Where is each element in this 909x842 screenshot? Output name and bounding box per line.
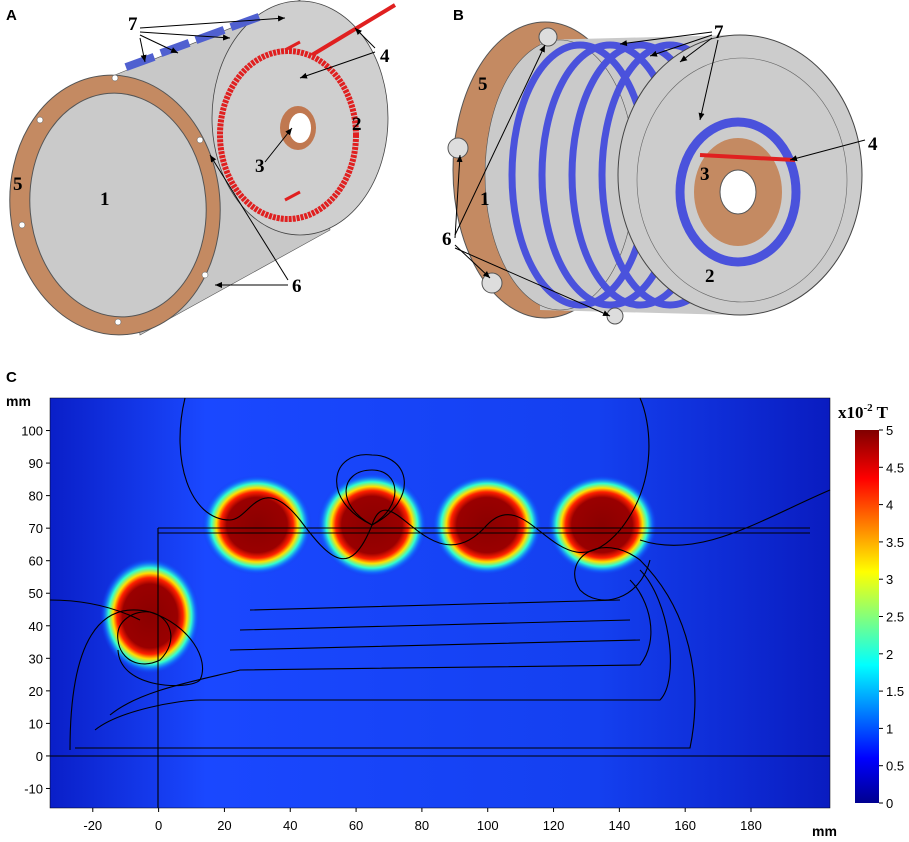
panel-a: A 5 1 2 3 4 6 7 — [6, 0, 397, 336]
x-tick-label: 80 — [415, 818, 429, 833]
y-tick-label: 50 — [29, 586, 43, 601]
panel-label: C — [6, 369, 17, 386]
x-tick-label: 120 — [543, 818, 565, 833]
callout: 7 — [128, 14, 138, 35]
colorbar-tick-label: 4.5 — [886, 460, 904, 475]
callout: 6 — [442, 229, 452, 250]
panel-b: B 5 1 2 3 4 6 7 — [442, 7, 878, 325]
y-tick-label: 60 — [29, 554, 43, 569]
panel-label: A — [6, 7, 17, 24]
callout: 2 — [352, 114, 362, 135]
colorbar-tick-label: 4 — [886, 498, 893, 513]
y-tick-label: 20 — [29, 684, 43, 699]
colorbar-base: x10 — [838, 403, 864, 422]
panel-c: C mm mm x10-2 T — [6, 369, 904, 839]
y-tick-label: 40 — [29, 619, 43, 634]
callout: 3 — [255, 156, 265, 177]
y-unit: mm — [6, 393, 31, 409]
y-tick-label: 90 — [29, 456, 43, 471]
colorbar-tick-label: 2.5 — [886, 610, 904, 625]
y-tick-label: -10 — [24, 781, 43, 796]
x-tick-label: 40 — [283, 818, 297, 833]
callout: 1 — [480, 189, 490, 210]
colorbar-tick-label: 3.5 — [886, 535, 904, 550]
x-unit: mm — [812, 823, 837, 839]
colorbar-tick-label: 0 — [886, 796, 893, 811]
callout: 6 — [292, 276, 302, 297]
field-lines — [49, 397, 831, 808]
y-tick-label: 10 — [29, 716, 43, 731]
y-tick-label: 30 — [29, 651, 43, 666]
colorbar-tick-label: 2 — [886, 647, 893, 662]
colorbar-tick-label: 1.5 — [886, 684, 904, 699]
x-tick-label: 60 — [349, 818, 363, 833]
callout: 4 — [868, 134, 878, 155]
colorbar-exponent: -2 — [864, 402, 874, 414]
x-tick-label: 100 — [477, 818, 499, 833]
y-tick-label: 80 — [29, 489, 43, 504]
callout: 5 — [478, 74, 488, 95]
callout: 2 — [705, 266, 715, 287]
x-tick-label: 140 — [609, 818, 631, 833]
colorbar-tick-label: 0.5 — [886, 759, 904, 774]
colorbar — [855, 430, 879, 803]
colorbar-tick-label: 5 — [886, 423, 893, 438]
plot-frame — [49, 397, 831, 809]
panel-label: B — [453, 7, 464, 24]
x-tick-label: 160 — [674, 818, 696, 833]
x-tick-label: 0 — [155, 818, 162, 833]
y-tick-label: 100 — [21, 424, 43, 439]
colorbar-tick-label: 1 — [886, 721, 893, 736]
callout: 5 — [13, 174, 23, 195]
callout: 1 — [100, 189, 110, 210]
y-tick-label: 70 — [29, 521, 43, 536]
field-hotspots — [100, 473, 657, 674]
colorbar-tick-label: 3 — [886, 572, 893, 587]
x-tick-label: -20 — [83, 818, 102, 833]
callout: 4 — [380, 46, 390, 67]
y-tick-label: 0 — [36, 749, 43, 764]
colorbar-title: x10-2 T — [838, 402, 889, 422]
callout: 7 — [714, 22, 724, 43]
callout: 3 — [700, 164, 710, 185]
x-tick-label: 20 — [217, 818, 231, 833]
x-tick-label: 180 — [740, 818, 762, 833]
colorbar-unit: T — [877, 403, 889, 422]
